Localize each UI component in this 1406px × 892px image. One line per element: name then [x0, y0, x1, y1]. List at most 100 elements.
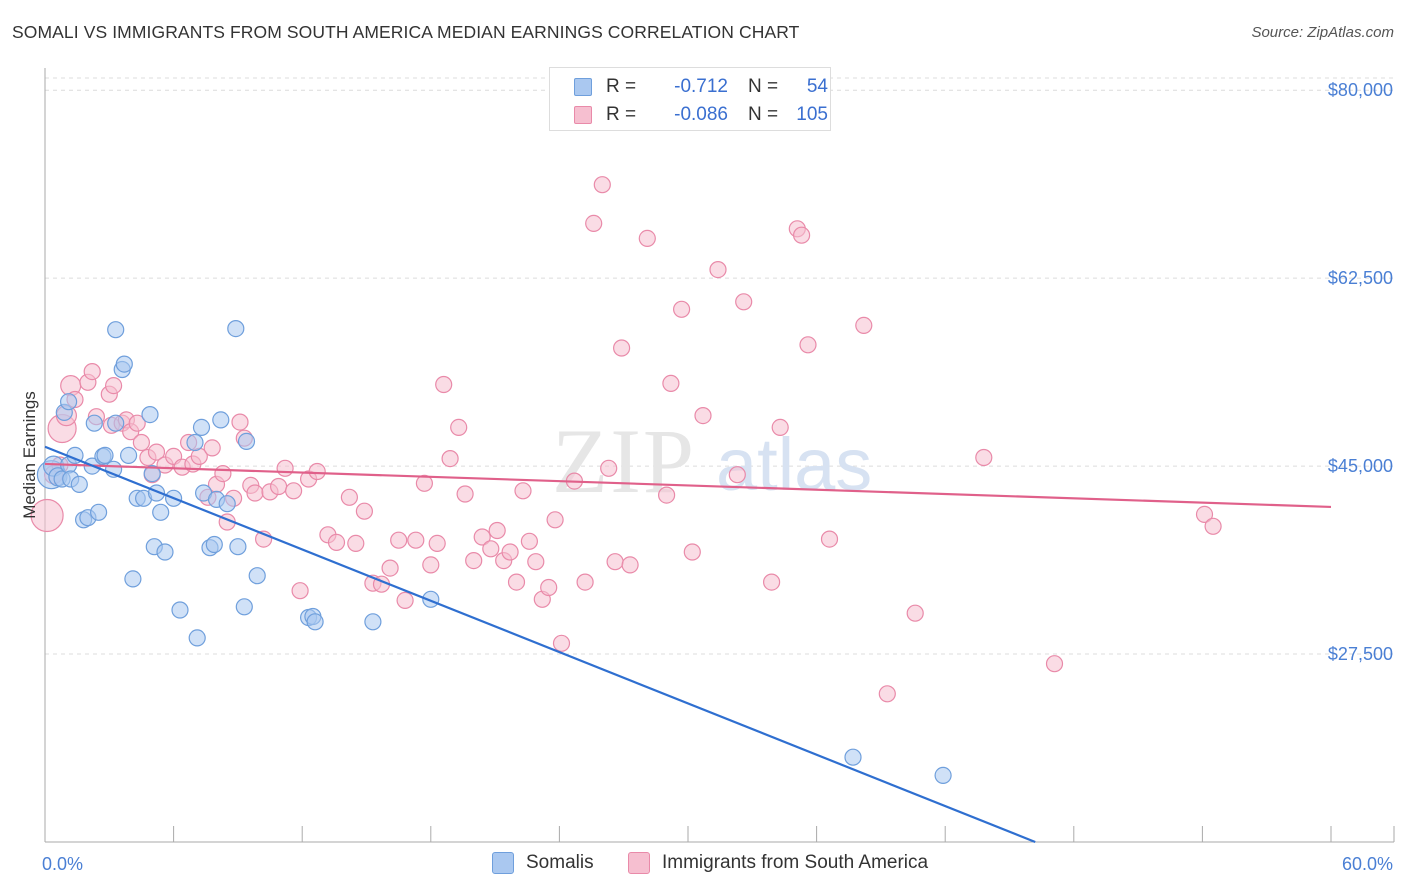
- data-point-south-america: [606, 553, 624, 571]
- data-point-south-america: [203, 439, 221, 457]
- data-point-south-america: [488, 521, 506, 540]
- data-point-south-america: [662, 374, 680, 392]
- data-point-somali: [156, 543, 174, 561]
- data-point-south-america: [128, 414, 146, 432]
- gridlines: [45, 77, 1394, 655]
- data-point-south-america: [540, 578, 558, 597]
- x-tick-label: 0.0%: [42, 854, 83, 874]
- data-point-south-america: [552, 634, 571, 652]
- data-point-somali: [192, 418, 211, 436]
- data-point-south-america: [381, 559, 399, 577]
- data-point-south-america: [428, 534, 446, 553]
- data-point-somali: [143, 465, 161, 483]
- legend-r-label: R =: [606, 104, 637, 125]
- data-point-south-america: [878, 685, 896, 703]
- data-point-somali: [124, 570, 142, 588]
- data-point-south-america: [593, 176, 611, 194]
- data-point-south-america: [104, 377, 123, 395]
- data-point-somali: [844, 748, 862, 766]
- data-point-south-america: [473, 528, 491, 546]
- legend-swatch-somali: [574, 78, 592, 96]
- data-point-south-america: [546, 511, 564, 529]
- data-point-somali: [107, 321, 125, 339]
- data-point-south-america: [291, 582, 309, 600]
- data-point-south-america: [347, 534, 365, 553]
- data-point-south-america: [507, 573, 526, 591]
- data-point-south-america: [672, 300, 691, 318]
- legend-r-label: R =: [606, 76, 637, 97]
- data-point-somali: [237, 432, 256, 450]
- data-point-south-america: [30, 498, 64, 533]
- bottom-legend-label-south-america: Immigrants from South America: [662, 852, 929, 873]
- data-point-south-america: [855, 316, 873, 334]
- bottom-legend-somali: Somalis: [492, 852, 594, 874]
- legend-r-value: -0.086: [674, 104, 728, 125]
- data-point-south-america: [709, 261, 727, 279]
- legend-n-label: N =: [748, 104, 779, 125]
- data-point-south-america: [576, 573, 594, 591]
- data-point-south-america: [501, 543, 519, 561]
- trend-line-south-america: [44, 462, 1332, 509]
- chart-title: SOMALI VS IMMIGRANTS FROM SOUTH AMERICA …: [12, 22, 800, 42]
- series-somali-points: [36, 320, 952, 785]
- data-point-somali: [934, 766, 952, 785]
- data-point-south-america: [735, 293, 753, 311]
- series-south-america-points: [30, 176, 1222, 703]
- y-tick-label: $45,000: [1328, 456, 1393, 476]
- data-point-south-america: [435, 375, 453, 394]
- data-point-somali: [107, 414, 125, 432]
- data-point-somali: [115, 355, 133, 373]
- x-tick-label: 60.0%: [1342, 854, 1393, 874]
- data-point-south-america: [390, 531, 408, 549]
- data-point-south-america: [520, 532, 539, 550]
- data-point-south-america: [422, 556, 440, 574]
- data-point-south-america: [355, 502, 373, 520]
- data-point-south-america: [450, 418, 468, 436]
- source-label: Source: ZipAtlas.com: [1251, 24, 1394, 41]
- data-point-somali: [188, 629, 206, 647]
- data-point-south-america: [1204, 517, 1222, 535]
- bottom-legend-swatch-south-america: [628, 852, 650, 874]
- data-point-south-america: [465, 551, 483, 570]
- data-point-somali: [152, 503, 170, 521]
- y-tick-label: $27,500: [1328, 644, 1393, 664]
- legend-n-value: 54: [806, 76, 828, 97]
- data-point-south-america: [612, 339, 631, 357]
- data-point-south-america: [246, 484, 264, 502]
- y-tick-label: $80,000: [1328, 80, 1393, 100]
- data-point-south-america: [820, 530, 839, 548]
- data-point-south-america: [147, 443, 166, 461]
- data-point-south-america: [407, 531, 425, 549]
- bottom-legend-swatch-somali: [492, 852, 514, 874]
- data-point-somali: [141, 406, 159, 424]
- data-point-south-america: [482, 540, 500, 558]
- legend-row-south-america: R = -0.086 N = 105: [550, 101, 828, 129]
- data-point-south-america: [231, 413, 249, 431]
- y-tick-label: $62,500: [1328, 268, 1393, 288]
- data-point-south-america: [600, 459, 618, 477]
- legend-row-somali: R = -0.712 N = 54: [550, 73, 828, 101]
- data-point-somali: [89, 503, 108, 521]
- data-point-somali: [306, 613, 324, 631]
- data-point-somali: [205, 535, 223, 554]
- data-point-somali: [120, 446, 138, 464]
- data-point-south-america: [906, 604, 924, 622]
- watermark-atlas: atlas: [716, 423, 872, 506]
- data-point-somali: [235, 598, 253, 616]
- data-point-south-america: [771, 418, 789, 436]
- data-point-south-america: [621, 556, 639, 574]
- data-point-somali: [59, 393, 78, 411]
- data-point-somali: [227, 320, 245, 338]
- legend-swatch-south-america: [574, 106, 592, 124]
- data-point-south-america: [441, 450, 459, 468]
- legend-n-label: N =: [748, 76, 779, 97]
- legend-r-value: -0.712: [674, 76, 728, 97]
- data-point-south-america: [527, 553, 545, 571]
- trend-lines: [44, 445, 1332, 844]
- legend-n-value: 105: [796, 104, 828, 125]
- data-point-south-america: [728, 466, 746, 484]
- data-point-somali: [186, 433, 204, 452]
- data-point-somali: [70, 475, 88, 493]
- data-point-south-america: [214, 465, 232, 483]
